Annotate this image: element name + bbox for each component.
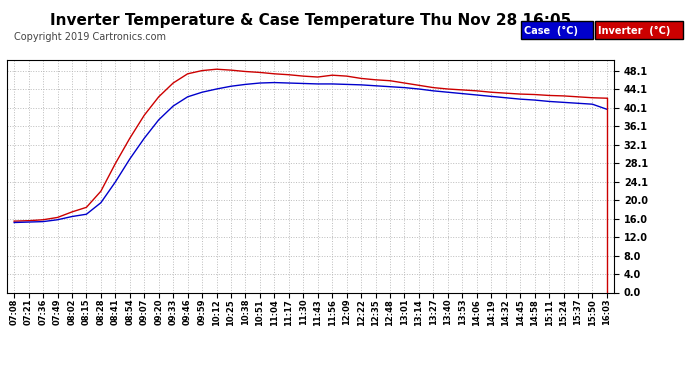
- Text: Case  (°C): Case (°C): [524, 26, 578, 36]
- Text: Inverter  (°C): Inverter (°C): [598, 26, 670, 36]
- Text: Inverter Temperature & Case Temperature Thu Nov 28 16:05: Inverter Temperature & Case Temperature …: [50, 13, 571, 28]
- Text: Copyright 2019 Cartronics.com: Copyright 2019 Cartronics.com: [14, 32, 166, 42]
